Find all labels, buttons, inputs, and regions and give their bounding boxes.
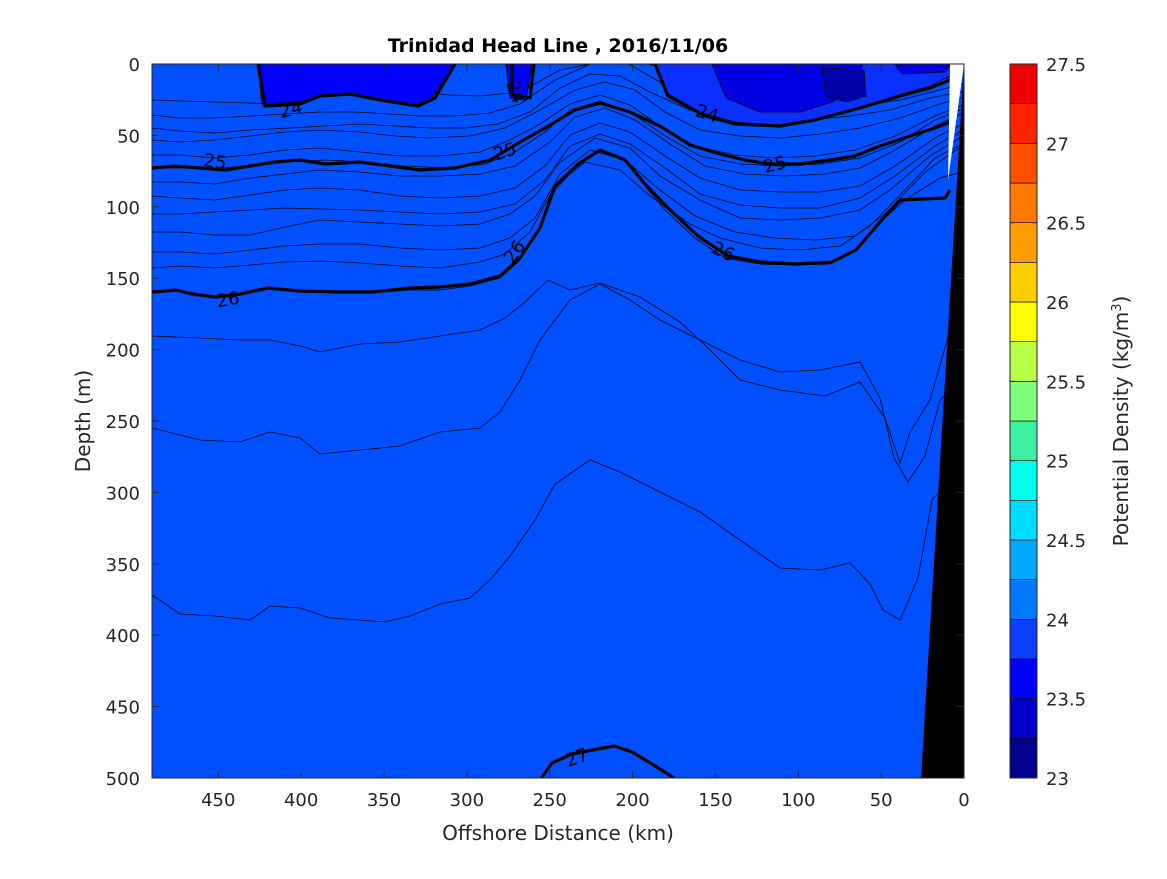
colorbar-segment — [1009, 63, 1038, 104]
colorbar-segment — [1009, 619, 1038, 660]
x-axis-label: Offshore Distance (km) — [442, 821, 674, 845]
colorbar: 23 23.5 24 24.5 25 25.5 26 26.5 27 27.5 — [1009, 55, 1086, 790]
x-axis: 450 400 350 300 250 200 150 100 50 0 — [201, 64, 970, 811]
x-tick-label: 0 — [958, 790, 969, 811]
x-tick-label: 250 — [533, 790, 567, 811]
colorbar-segment — [1009, 658, 1038, 699]
x-tick-label: 400 — [284, 790, 318, 811]
x-tick-label: 100 — [781, 790, 815, 811]
bold-contour-line — [539, 744, 675, 778]
density-band-edge — [152, 128, 964, 215]
y-tick-label: 150 — [106, 269, 140, 290]
colorbar-tick-label: 23 — [1046, 769, 1069, 790]
colorbar-label-sup: 3 — [1110, 303, 1125, 311]
y-tick-label: 50 — [117, 126, 140, 147]
y-tick-label: 300 — [106, 483, 140, 504]
density-core — [821, 67, 867, 103]
colorbar-tick-label: 26 — [1046, 293, 1069, 314]
colorbar-tick-label: 24 — [1046, 610, 1069, 631]
chart-title: Trinidad Head Line , 2016/11/06 — [388, 35, 728, 57]
y-tick-label: 400 — [106, 626, 140, 647]
density-band-edge — [152, 107, 964, 185]
x-tick-label: 450 — [201, 790, 235, 811]
density-bands — [152, 64, 964, 778]
colorbar-label-close: ) — [1109, 296, 1133, 304]
colorbar-label-main: Potential Density (kg/m — [1109, 312, 1133, 547]
colorbar-tick-label: 23.5 — [1046, 690, 1086, 711]
y-tick-label: 250 — [106, 412, 140, 433]
colorbar-tick-label: 25 — [1046, 452, 1069, 473]
density-band-edge — [152, 279, 964, 465]
density-band-edge — [152, 81, 964, 143]
contour-lines — [152, 64, 952, 778]
bold-contour-line — [152, 148, 952, 299]
colorbar-segment — [1009, 460, 1038, 501]
bathymetry-seafloor — [921, 64, 964, 778]
y-tick-label: 200 — [106, 341, 140, 362]
density-band-edge — [152, 283, 964, 483]
colorbar-segment — [1009, 341, 1038, 382]
colorbar-tick-label: 26.5 — [1046, 214, 1086, 235]
y-tick-label: 100 — [106, 198, 140, 219]
colorbar-segment — [1009, 262, 1038, 303]
colorbar-tick-label: 24.5 — [1046, 531, 1086, 552]
x-tick-label: 350 — [367, 790, 401, 811]
density-band — [152, 64, 964, 778]
bold-contour-line — [152, 101, 951, 172]
colorbar-segment — [1009, 182, 1038, 223]
x-tick-label: 200 — [615, 790, 649, 811]
colorbar-segment — [1009, 579, 1038, 620]
x-tick-label: 50 — [870, 790, 893, 811]
colorbar-frame — [1009, 63, 1038, 779]
x-tick-label: 150 — [698, 790, 732, 811]
contour-label-26: 26 — [215, 288, 241, 313]
y-tick-label: 500 — [106, 769, 140, 790]
density-band-edge — [152, 122, 964, 201]
colorbar-label: Potential Density (kg/m3) — [1109, 296, 1133, 547]
y-tick-label: 0 — [129, 55, 140, 76]
density-band-edge — [152, 143, 964, 255]
density-band-edge — [152, 135, 964, 236]
y-axis-label: Depth (m) — [71, 370, 95, 472]
no-data-wedge — [948, 64, 964, 180]
colorbar-segment — [1009, 698, 1038, 739]
contour-label-25: 25 — [202, 150, 228, 174]
colorbar-tick-label: 27.5 — [1046, 55, 1086, 76]
bold-contour-line — [510, 64, 536, 100]
x-tick-label: 300 — [450, 790, 484, 811]
bold-contour-line — [256, 64, 457, 108]
colorbar-segment — [1009, 500, 1038, 541]
colorbar-segment — [1009, 738, 1038, 779]
density-band-edge — [152, 94, 964, 159]
colorbar-tick-label: 25.5 — [1046, 372, 1086, 393]
colorbar-segment — [1009, 539, 1038, 580]
colorbar-segment — [1009, 103, 1038, 144]
colorbar-segment — [1009, 143, 1038, 184]
density-band-edge — [152, 459, 964, 623]
colorbar-segment — [1009, 381, 1038, 422]
colorbar-segment — [1009, 222, 1038, 263]
colorbar-segment — [1009, 301, 1038, 342]
colorbar-segment — [1009, 420, 1038, 461]
y-tick-label: 350 — [106, 555, 140, 576]
y-tick-label: 450 — [106, 698, 140, 719]
density-core — [894, 64, 951, 75]
y-axis: 0 50 100 150 200 250 300 350 400 450 500 — [106, 55, 964, 790]
colorbar-tick-label: 27 — [1046, 134, 1069, 155]
bold-contour-line — [653, 64, 951, 128]
